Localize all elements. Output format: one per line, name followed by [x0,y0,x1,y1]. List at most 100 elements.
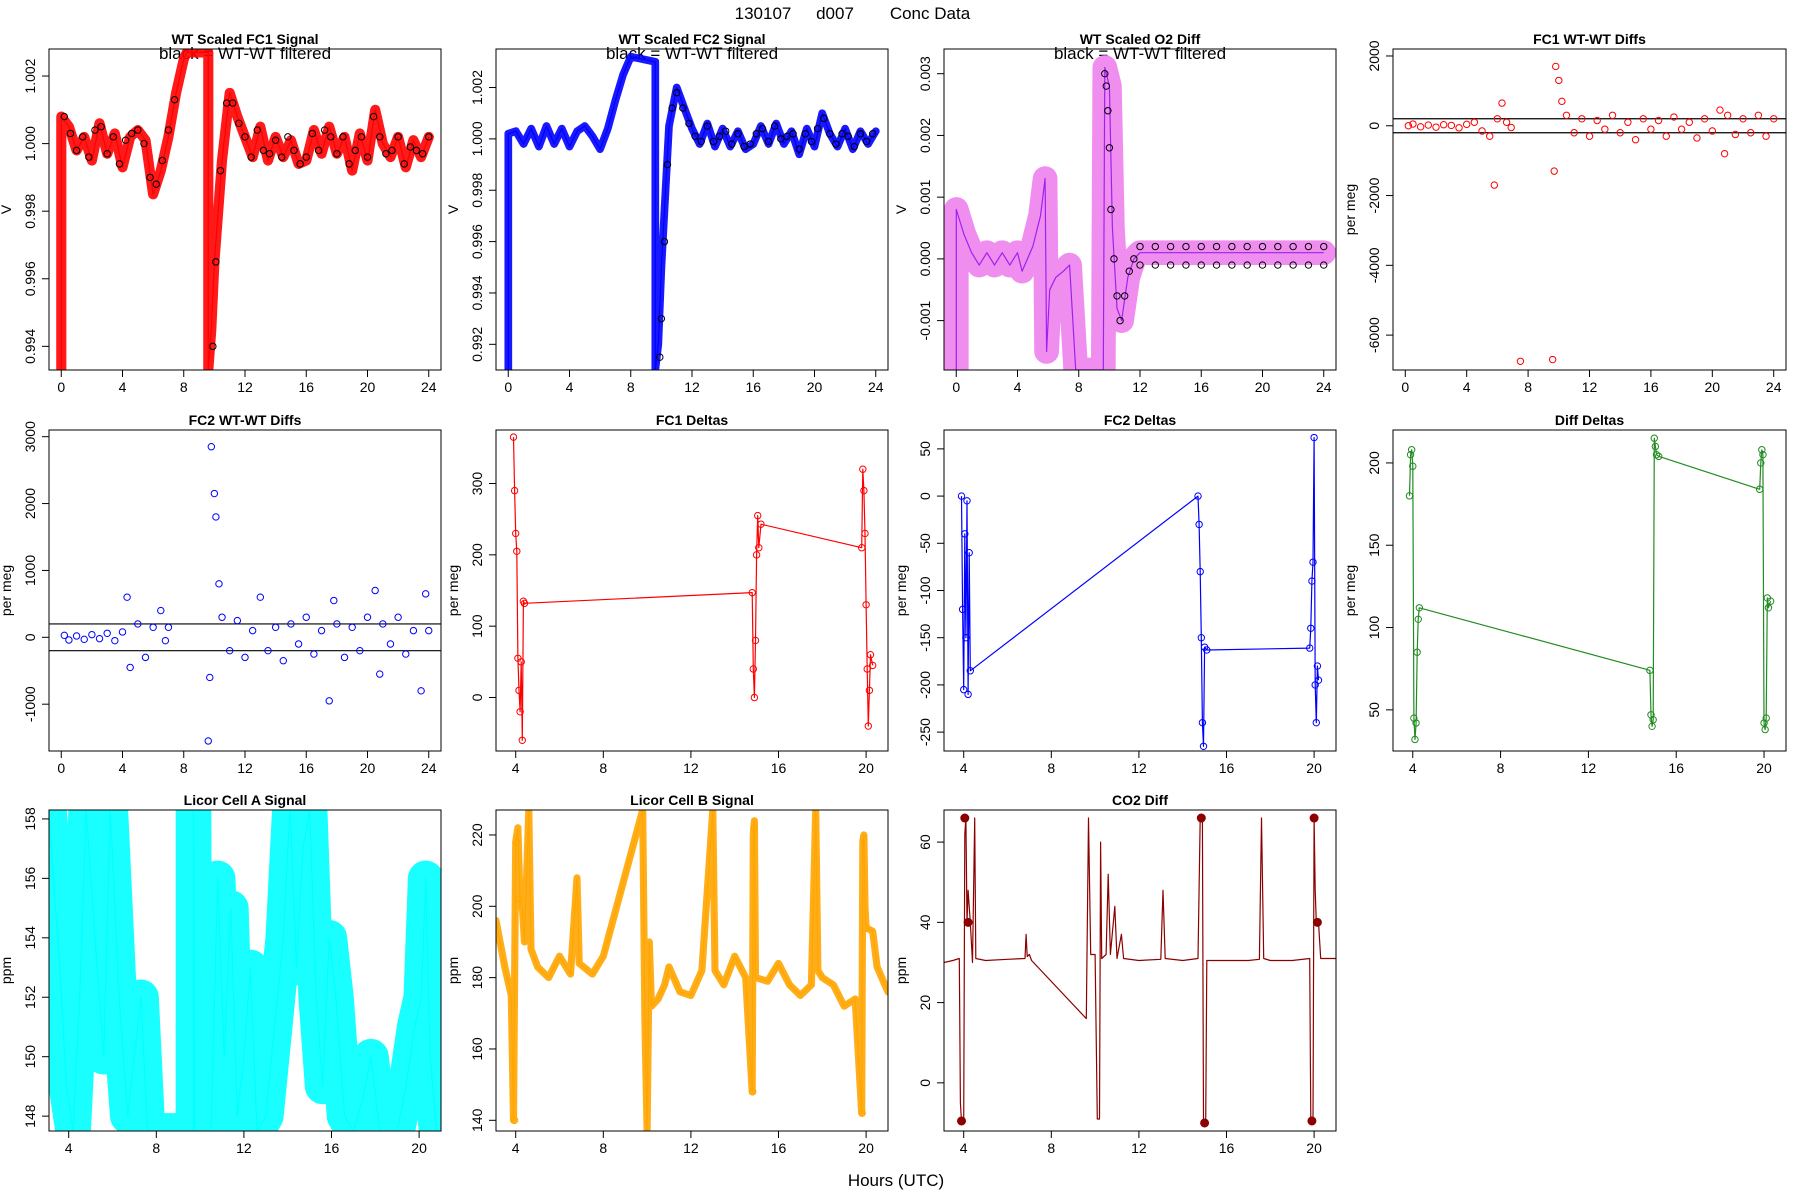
data-point [1723,111,1732,119]
plot-frame [1392,48,1787,371]
data-point [278,153,286,161]
x-tick-label: 4 [566,379,574,395]
x-tick-label: 20 [858,760,874,776]
data-point [1274,242,1282,251]
data-point [1624,118,1632,126]
data-point [703,122,712,130]
data-point [1585,132,1594,140]
data-point [1320,261,1328,269]
data-point [1107,205,1115,214]
data-point [233,616,242,625]
figure-title-id: d007 [816,4,854,23]
data-point [204,737,212,745]
data-point [333,620,341,628]
panel-fc1wt: FC1 WT-WT Diffs per meg 0 4 8 12 16 20 24 -6000 -4… [1342,31,1787,395]
data-point [866,651,875,659]
data-point [795,145,803,153]
data-point [308,129,317,138]
data-point [668,104,676,112]
data-point [755,544,763,552]
panel-ylabel: ppm [0,957,14,984]
data-point [1309,558,1317,566]
data-point [1708,127,1717,135]
data-point [340,653,349,662]
data-point [783,132,791,141]
x-tick-label: 12 [1581,760,1597,776]
data-point [1616,129,1624,137]
x-tick-label: 20 [1306,760,1322,776]
data-point [65,636,73,644]
plot-frame [943,48,1337,371]
data-point [789,130,797,138]
data-point [1258,261,1267,269]
data-point [1670,113,1678,121]
data-point [241,653,249,662]
data-point [770,122,779,130]
data-point [1289,261,1297,269]
data-point [515,686,523,695]
data-point [351,146,359,155]
data-point [1639,115,1647,123]
data-point [1685,118,1693,126]
data-point [510,1116,519,1125]
data-point [510,486,519,495]
y-tick-label: 100 [469,614,485,638]
panel-fc2wt: FC2 WT-WT Diffs per meg 0 4 8 12 16 20 24 -1000 0 1… [0,412,442,776]
y-tick-label: 200 [469,894,485,918]
data-point [157,606,165,615]
data-point [512,529,520,538]
data-point [330,596,338,605]
data-point [1130,255,1138,263]
figure-title-label: Conc Data [890,4,971,23]
data-point [516,708,524,716]
data-point [109,133,118,141]
plot-frame [495,48,889,371]
x-tick-label: 8 [599,760,607,776]
data-point [386,640,395,648]
y-tick-label: 40 [917,914,933,930]
data-point [752,130,761,138]
data-point [1757,459,1765,467]
data-point [327,133,335,141]
x-tick-label: 20 [858,1140,874,1156]
panel-title: FC2 Deltas [1104,412,1177,428]
plot-area [944,813,1336,1128]
data-point [103,150,111,158]
x-tick-label: 8 [1075,379,1083,395]
data-point [657,314,666,323]
data-point [1407,446,1416,454]
panel-ylabel: V [445,204,461,214]
data-point [1409,120,1417,128]
x-tick-label: 4 [512,1140,520,1156]
y-tick-label: 140 [469,1108,485,1132]
data-point [1212,261,1221,269]
data-point [697,137,705,146]
data-point [1113,292,1121,300]
x-tick-label: 4 [119,379,127,395]
data-point [357,133,366,141]
data-point [679,104,687,112]
data-point [859,465,867,473]
y-tick-label: -1000 [22,686,38,722]
data-point [826,130,834,138]
plot-frame [943,809,1337,1132]
data-point [715,132,724,141]
x-tick-label: 12 [683,760,699,776]
x-tick-label: 12 [1131,760,1147,776]
data-point [1307,624,1315,632]
data-point [425,626,433,635]
panels: WT Scaled FC1 Signal black = WT-WT filter… [0,31,1787,1156]
panel-title: WT Scaled FC2 Signal [618,31,765,47]
y-tick-label: 152 [22,985,38,1009]
data-point [1601,125,1609,133]
x-tick-label: 16 [1643,379,1659,395]
data-point [1716,106,1724,114]
data-point [314,146,323,155]
y-tick-label: 154 [22,926,38,950]
y-tick-label: 148 [22,1104,38,1128]
data-point [1739,115,1747,123]
data-point [97,123,105,131]
data-point [517,658,525,666]
data-point [1411,735,1419,744]
